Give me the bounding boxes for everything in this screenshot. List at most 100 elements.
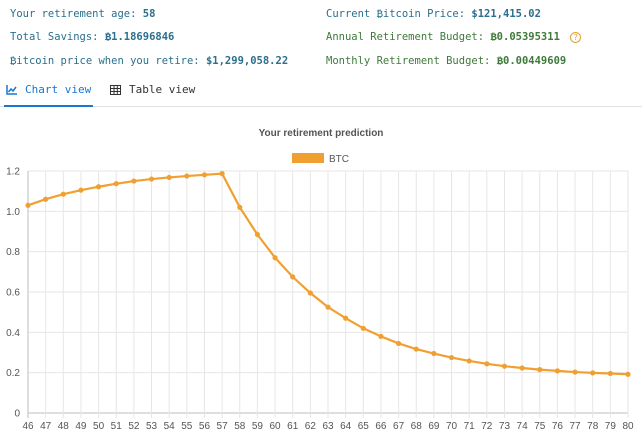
x-tick-label: 69 bbox=[428, 421, 440, 432]
chart-icon bbox=[6, 80, 17, 104]
annual-budget-stat: Annual Retirement Budget: ₿0.05395311 ? bbox=[326, 31, 582, 44]
y-tick-label: 0.8 bbox=[6, 247, 20, 258]
x-tick-label: 75 bbox=[534, 421, 546, 432]
data-point[interactable] bbox=[113, 181, 119, 187]
tab-table-view[interactable]: Table view bbox=[108, 78, 197, 105]
x-tick-label: 57 bbox=[217, 421, 229, 432]
data-point[interactable] bbox=[378, 333, 384, 339]
data-point[interactable] bbox=[148, 176, 155, 182]
current-price-label: Current ₿itcoin Price: bbox=[326, 8, 466, 20]
x-tick-label: 53 bbox=[146, 421, 158, 432]
data-point[interactable] bbox=[431, 350, 437, 357]
table-grid-icon bbox=[110, 80, 121, 104]
data-point[interactable] bbox=[607, 370, 613, 377]
x-tick-label: 78 bbox=[587, 421, 599, 432]
x-tick-label: 47 bbox=[40, 421, 52, 432]
x-tick-label: 80 bbox=[622, 421, 634, 432]
x-tick-label: 61 bbox=[287, 421, 299, 432]
chart-legend[interactable]: BTC bbox=[292, 153, 349, 165]
data-point[interactable] bbox=[78, 187, 84, 193]
chart-title: Your retirement prediction bbox=[259, 128, 384, 139]
x-tick-label: 79 bbox=[605, 421, 617, 432]
retirement-age-stat: Your retirement age: 58 bbox=[10, 8, 155, 20]
x-tick-label: 46 bbox=[22, 421, 34, 432]
x-tick-label: 59 bbox=[252, 421, 264, 432]
data-point[interactable] bbox=[290, 274, 296, 280]
data-point[interactable] bbox=[590, 370, 596, 376]
x-tick-label: 58 bbox=[234, 421, 246, 432]
data-point[interactable] bbox=[307, 290, 313, 296]
x-tick-label: 64 bbox=[340, 421, 352, 432]
total-savings-value: ₿1.18696846 bbox=[104, 31, 175, 43]
data-point[interactable] bbox=[131, 178, 137, 184]
x-tick-label: 56 bbox=[199, 421, 211, 432]
btc-price-retire-value: $1,299,058.22 bbox=[205, 55, 289, 67]
tab-chart-view-label: Chart view bbox=[25, 83, 92, 96]
data-point[interactable] bbox=[572, 369, 578, 375]
x-tick-label: 48 bbox=[58, 421, 70, 432]
retirement-age-value: 58 bbox=[142, 8, 156, 20]
x-tick-label: 50 bbox=[93, 421, 105, 432]
data-point[interactable] bbox=[395, 340, 402, 347]
total-savings-stat: Total Savings: ₿1.18696846 bbox=[10, 31, 174, 44]
data-point[interactable] bbox=[519, 365, 525, 371]
chart-ticks: 0 0.2 0.4 0.6 0.8 1.0 1.2 46 47 48 49 50 51 52 53 54 55 5… bbox=[6, 167, 634, 433]
x-tick-label: 68 bbox=[411, 421, 423, 432]
data-point[interactable] bbox=[625, 371, 631, 377]
x-tick-label: 73 bbox=[499, 421, 511, 432]
current-price-stat: Current ₿itcoin Price: $121,415.02 bbox=[326, 8, 541, 21]
chart-series bbox=[25, 171, 631, 377]
chart-svg: Your retirement prediction BTC 0 0.2 0.4 0.… bbox=[6, 128, 634, 433]
data-point[interactable] bbox=[501, 363, 508, 369]
data-point[interactable] bbox=[43, 196, 49, 202]
data-point[interactable] bbox=[413, 346, 419, 352]
retirement-chart: Your retirement prediction BTC 0 0.2 0.4 0.… bbox=[0, 118, 642, 441]
x-tick-label: 67 bbox=[393, 421, 405, 432]
total-savings-label: Total Savings: bbox=[10, 31, 99, 43]
data-point[interactable] bbox=[272, 255, 278, 261]
data-point[interactable] bbox=[219, 171, 225, 177]
monthly-budget-stat: Monthly Retirement Budget: ₿0.00449609 bbox=[326, 55, 566, 68]
monthly-budget-value: ₿0.00449609 bbox=[496, 55, 567, 67]
data-point[interactable] bbox=[166, 174, 172, 181]
x-tick-label: 65 bbox=[358, 421, 370, 432]
x-tick-label: 66 bbox=[375, 421, 387, 432]
stats-panel: Your retirement age: 58 Total Savings: ₿… bbox=[0, 0, 642, 78]
current-price-value: $121,415.02 bbox=[471, 8, 541, 20]
data-point[interactable] bbox=[554, 368, 561, 374]
help-icon[interactable]: ? bbox=[570, 32, 582, 43]
data-point[interactable] bbox=[184, 173, 190, 179]
data-point[interactable] bbox=[484, 361, 490, 367]
x-tick-label: 62 bbox=[305, 421, 317, 432]
x-tick-label: 74 bbox=[517, 421, 529, 432]
x-tick-label: 63 bbox=[322, 421, 334, 432]
data-point[interactable] bbox=[95, 184, 102, 190]
data-point[interactable] bbox=[254, 231, 261, 238]
y-tick-label: 0.2 bbox=[6, 368, 20, 379]
x-tick-label: 51 bbox=[111, 421, 123, 432]
data-point[interactable] bbox=[237, 204, 243, 210]
data-point[interactable] bbox=[343, 315, 349, 321]
legend-swatch-btc bbox=[292, 153, 324, 163]
retirement-age-label: Your retirement age: bbox=[10, 8, 137, 20]
monthly-budget-label: Monthly Retirement Budget: bbox=[326, 55, 491, 67]
x-tick-label: 49 bbox=[75, 421, 87, 432]
x-tick-label: 76 bbox=[552, 421, 564, 432]
data-point[interactable] bbox=[201, 172, 208, 178]
data-point[interactable] bbox=[537, 367, 543, 373]
tab-chart-view[interactable]: Chart view bbox=[4, 78, 94, 107]
data-point[interactable] bbox=[325, 304, 331, 310]
data-point[interactable] bbox=[25, 202, 31, 208]
x-tick-label: 54 bbox=[164, 421, 176, 432]
y-tick-label: 0.4 bbox=[6, 328, 20, 339]
tab-table-view-label: Table view bbox=[129, 83, 196, 96]
btc-price-retire-stat: ₿itcoin price when you retire: $1,299,05… bbox=[10, 55, 288, 68]
data-point[interactable] bbox=[448, 354, 455, 361]
data-point[interactable] bbox=[360, 325, 366, 331]
chart-grid bbox=[27, 170, 629, 418]
x-tick-label: 72 bbox=[481, 421, 493, 432]
data-point[interactable] bbox=[466, 358, 472, 364]
annual-budget-value: ₿0.05395311 bbox=[490, 31, 560, 43]
data-point[interactable] bbox=[60, 191, 66, 197]
annual-budget-label: Annual Retirement Budget: bbox=[326, 31, 485, 43]
